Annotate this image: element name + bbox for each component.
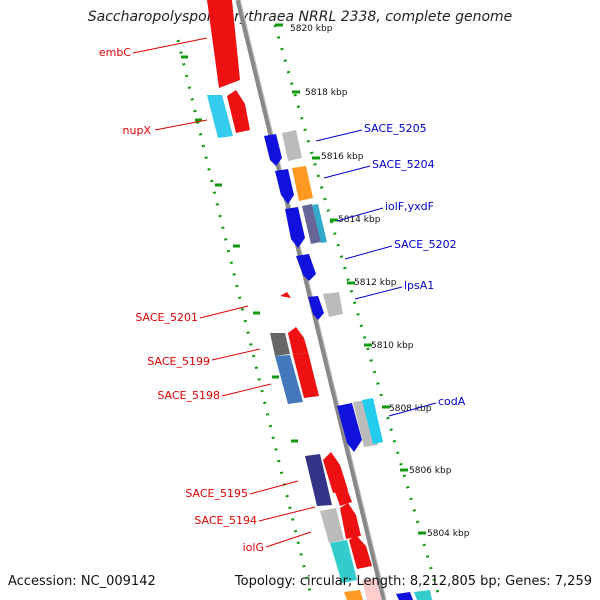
label-sace-5194[interactable]: SACE_5194 — [194, 514, 257, 527]
gene-nupx[interactable] — [227, 90, 250, 133]
gene-cyan-2[interactable] — [330, 540, 357, 583]
gene-iolg[interactable] — [349, 535, 372, 569]
label-sace-5199[interactable]: SACE_5199 — [147, 355, 210, 368]
gene-sace-5195[interactable] — [323, 452, 348, 493]
scale-label-5806: 5806 kbp — [409, 466, 452, 476]
gene-sace-5201[interactable] — [280, 292, 291, 298]
gene-navy[interactable] — [305, 454, 332, 506]
reverse-leaders — [315, 129, 437, 417]
gene-blue-4[interactable] — [337, 403, 362, 452]
label-lpsa1[interactable]: lpsA1 — [404, 279, 434, 292]
label-iolf-yxdf[interactable]: iolF,yxdF — [385, 200, 434, 213]
gene-slate[interactable] — [302, 204, 321, 244]
gene-sace-5202[interactable] — [296, 254, 316, 281]
scale-label-5808: 5808 kbp — [389, 404, 432, 414]
gene-grey-light-1[interactable] — [320, 508, 344, 543]
gene-orange-2[interactable] — [344, 590, 363, 600]
scale-label-5804: 5804 kbp — [427, 529, 470, 539]
label-sace-5198[interactable]: SACE_5198 — [157, 389, 220, 402]
label-embc[interactable]: embC — [99, 46, 131, 59]
map-title: Saccharopolyspora erythraea NRRL 2338, c… — [87, 9, 513, 25]
gene-cyan-1[interactable] — [207, 95, 233, 138]
gene-cyan-3[interactable] — [414, 590, 432, 600]
gene-sace-5204[interactable] — [275, 169, 294, 204]
gene-coda[interactable] — [362, 398, 383, 444]
scale-label-5810: 5810 kbp — [371, 341, 414, 351]
gene-orange[interactable] — [292, 166, 313, 201]
gene-steel-blue[interactable] — [275, 355, 303, 404]
label-sace-5205[interactable]: SACE_5205 — [364, 122, 427, 135]
label-sace-5204[interactable]: SACE_5204 — [372, 158, 435, 171]
gene-lpsa1[interactable] — [308, 296, 324, 320]
gene-iolf[interactable] — [312, 204, 327, 243]
gene-blue-3[interactable] — [285, 207, 305, 248]
gene-embc[interactable] — [207, 0, 240, 88]
scale-label-5816: 5816 kbp — [321, 152, 364, 162]
gene-pink[interactable] — [362, 578, 382, 600]
gene-grey-dark[interactable] — [270, 333, 290, 356]
accession-label: Accession: NC_009142 — [8, 574, 156, 589]
label-sace-5201[interactable]: SACE_5201 — [135, 311, 198, 324]
label-sace-5195[interactable]: SACE_5195 — [185, 487, 248, 500]
scale-label-5818: 5818 kbp — [305, 88, 348, 98]
gene-sace-5205[interactable] — [264, 134, 282, 166]
gene-sace-5199[interactable] — [288, 327, 308, 355]
major-ticks — [181, 23, 426, 535]
scale-label-5820: 5820 kbp — [290, 24, 333, 34]
label-iolg[interactable]: iolG — [243, 541, 264, 554]
gene-sace-5195-b[interactable] — [335, 489, 352, 506]
scale-label-5812: 5812 kbp — [354, 278, 397, 288]
genome-summary: Topology: circular; Length: 8,212,805 bp… — [234, 574, 592, 589]
label-coda[interactable]: codA — [438, 395, 466, 408]
label-nupx[interactable]: nupX — [123, 124, 152, 137]
gene-blue-5[interactable] — [396, 592, 413, 600]
scale-label-5814: 5814 kbp — [338, 215, 381, 225]
inner-dotted-track — [273, 24, 442, 600]
gene-sace-5194[interactable] — [340, 503, 361, 539]
gene-grey-light-2[interactable] — [282, 130, 302, 161]
gene-sace-5198[interactable] — [293, 352, 319, 398]
label-sace-5202[interactable]: SACE_5202 — [394, 238, 457, 251]
forward-leaders — [132, 37, 316, 548]
gene-grey-light-3[interactable] — [323, 292, 343, 317]
